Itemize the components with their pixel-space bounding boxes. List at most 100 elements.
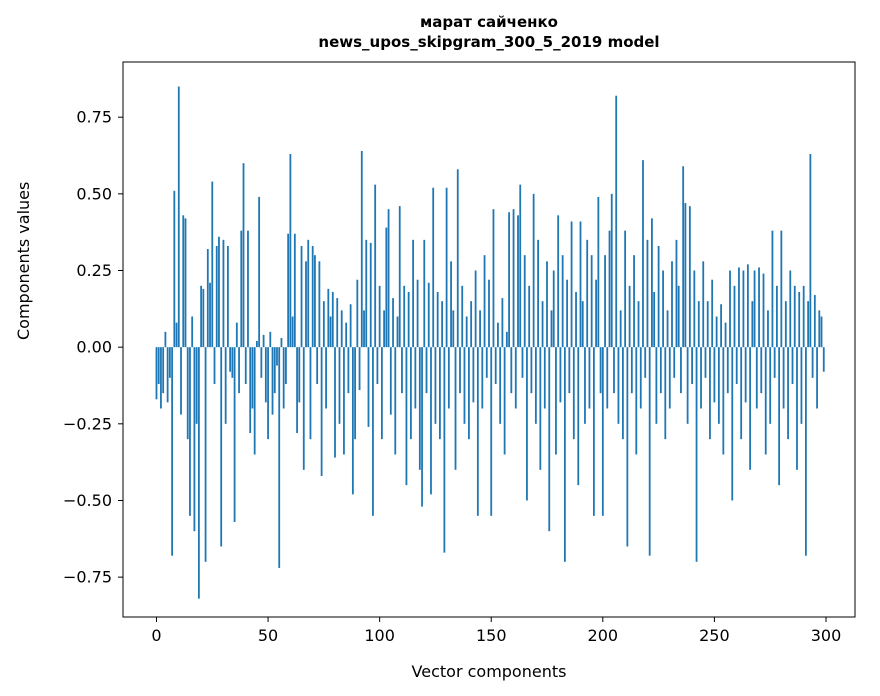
bar <box>557 215 560 348</box>
bar <box>775 285 778 348</box>
bar <box>773 347 776 378</box>
bar <box>439 347 441 440</box>
bar <box>476 347 479 516</box>
bar <box>447 347 450 409</box>
bar <box>392 298 394 348</box>
bar <box>298 347 301 403</box>
bar <box>474 270 477 348</box>
bar <box>740 347 743 440</box>
bar <box>244 347 247 384</box>
bar <box>202 288 205 348</box>
bar <box>617 347 620 424</box>
bar <box>314 255 316 348</box>
bar <box>376 347 379 384</box>
bar <box>809 153 812 348</box>
bar <box>338 347 341 424</box>
bar <box>468 347 470 440</box>
bar <box>724 322 727 348</box>
bar <box>778 347 781 486</box>
bar <box>160 347 162 409</box>
bar <box>349 304 352 348</box>
bar <box>443 347 446 553</box>
bar <box>615 95 618 348</box>
bar <box>459 347 461 394</box>
bar <box>543 347 546 409</box>
bar <box>249 347 252 434</box>
bar <box>365 239 368 348</box>
bar <box>755 347 758 409</box>
bar <box>693 270 696 348</box>
bar <box>633 255 635 348</box>
bar <box>318 261 321 348</box>
bar <box>300 245 303 348</box>
bar <box>532 193 535 348</box>
bar <box>519 184 522 348</box>
bar <box>490 347 493 516</box>
bar <box>738 267 740 348</box>
bar <box>528 285 531 348</box>
bar <box>383 310 386 348</box>
x-tick-label: 150 <box>476 626 507 645</box>
bar <box>733 285 736 348</box>
bar <box>363 310 365 348</box>
bar <box>548 347 551 532</box>
bar <box>195 347 198 424</box>
bar <box>398 206 401 348</box>
bar <box>508 212 510 348</box>
bar <box>325 347 327 409</box>
bar <box>822 347 825 372</box>
bar <box>253 347 256 455</box>
bar <box>760 347 763 394</box>
bar <box>555 347 557 455</box>
bar <box>374 184 377 348</box>
bar <box>387 209 390 348</box>
bar <box>296 347 298 434</box>
bar <box>213 347 216 384</box>
chart-title: марат сайченко news_upos_skipgram_300_5_… <box>123 12 855 52</box>
bar <box>479 310 481 348</box>
bar <box>697 301 700 348</box>
bar <box>403 285 406 348</box>
bar <box>258 196 261 348</box>
axes-frame <box>122 61 856 618</box>
bar <box>606 347 609 409</box>
bar <box>220 347 223 547</box>
bar <box>666 310 669 348</box>
bar <box>796 347 798 470</box>
y-tick-label: 0.00 <box>76 338 112 357</box>
bar <box>164 331 167 348</box>
bar <box>782 347 785 409</box>
bar <box>635 347 638 455</box>
bar <box>189 347 191 516</box>
bar <box>651 218 653 348</box>
bar <box>211 181 214 348</box>
bar <box>586 239 589 348</box>
bar <box>546 261 548 348</box>
bar <box>706 301 709 348</box>
bar <box>425 347 428 394</box>
bar <box>291 316 294 348</box>
bar <box>684 203 687 348</box>
bar <box>753 270 756 348</box>
bar <box>688 206 691 348</box>
bar <box>454 347 457 470</box>
bar <box>537 239 539 348</box>
bar <box>577 347 580 486</box>
bar <box>226 245 229 348</box>
bar <box>664 347 667 440</box>
bar <box>626 347 629 547</box>
bar <box>378 285 381 348</box>
bar <box>309 347 312 440</box>
bar <box>579 221 582 348</box>
bar <box>802 285 805 348</box>
bar <box>452 310 455 348</box>
bar <box>193 347 196 532</box>
bar <box>675 239 678 348</box>
bar <box>497 322 499 348</box>
bar <box>539 347 542 470</box>
bar <box>704 347 707 378</box>
bar <box>432 187 435 348</box>
bar <box>271 347 274 415</box>
bar <box>222 239 225 348</box>
bar <box>749 347 752 470</box>
